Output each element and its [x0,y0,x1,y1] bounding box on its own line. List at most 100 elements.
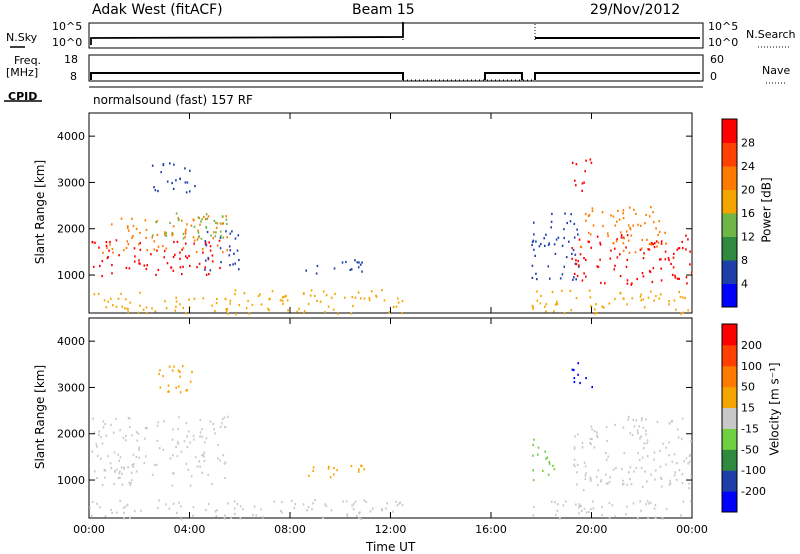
velocity-data-cell [576,471,578,474]
power-colorbar-swatch [722,260,737,284]
velocity-data-cell [646,455,649,458]
velocity-colorbar-tick-label: -100 [741,464,766,477]
power-data-cell [185,312,187,315]
velocity-data-cell [554,501,556,504]
velocity-data-cell [662,442,665,445]
power-colorbar-tick-label: 12 [741,231,755,244]
power-data-cell [608,302,611,305]
power-data-cell [258,294,260,298]
power-data-cell [303,310,306,313]
velocity-data-cell [635,419,638,422]
power-data-cell [193,297,196,300]
nave-label: Nave [762,64,791,77]
velocity-data-cell [629,478,631,481]
power-data-cell [622,217,625,220]
velocity-data-cell [158,372,160,376]
power-data-cell [139,291,141,294]
power-data-cell [196,266,198,269]
freq-trace-2 [484,72,523,80]
velocity-data-cell [573,458,576,461]
velocity-data-cell [162,375,164,378]
power-data-cell [616,256,619,259]
velocity-data-cell [213,428,215,431]
power-data-cell [245,307,248,310]
velocity-data-cell [363,499,366,502]
power-data-cell [561,273,564,276]
velocity-data-cell [621,467,623,470]
power-data-cell [164,300,166,303]
power-data-cell [172,255,175,259]
velocity-data-cell [683,460,685,463]
power-data-cell [126,240,129,243]
velocity-data-cell [91,450,94,453]
power-data-cell [145,236,147,239]
power-data-cell [133,247,136,250]
power-data-cell [587,240,590,243]
power-data-cell [630,234,633,237]
power-data-cell [564,212,566,215]
velocity-data-cell [633,425,636,428]
velocity-data-cell [640,509,642,512]
power-data-cell [197,229,199,232]
power-data-cell [209,245,212,248]
power-data-cell [561,289,563,292]
power-data-cell [591,207,594,210]
power-data-cell [368,299,371,302]
power-data-cell [94,241,96,244]
power-colorbar-tick-label: 16 [741,207,755,220]
velocity-data-cell [640,435,642,438]
velocity-data-cell [584,477,587,480]
power-data-cell [127,243,130,246]
velocity-data-cell [626,505,628,508]
power-data-cell [578,264,580,267]
velocity-data-cell [582,489,585,492]
velocity-data-cell [102,426,105,429]
power-data-cell [184,167,186,170]
power-data-cell [371,290,373,293]
power-data-cell [585,219,587,222]
power-data-cell [547,243,550,246]
power-data-cell [648,248,651,251]
velocity-data-cell [129,483,131,487]
power-data-cell [620,234,623,237]
velocity-data-cell [369,510,372,513]
power-data-cell [226,222,228,225]
power-data-cell [226,308,228,311]
power-data-cell [322,290,325,293]
velocity-colorbar-tick-label: 100 [741,360,762,373]
power-data-cell [101,260,104,263]
power-data-cell [305,269,307,272]
velocity-data-cell [605,473,607,476]
velocity-data-cell [234,512,236,516]
power-data-cell [234,289,237,292]
velocity-data-cell [627,418,629,421]
velocity-data-cell [361,465,363,468]
velocity-data-cell [123,511,125,514]
power-data-cell [686,282,688,285]
power-data-cell [585,258,587,261]
power-data-cell [658,230,661,234]
velocity-data-cell [578,503,581,506]
power-data-cell [212,237,214,240]
power-data-cell [120,292,122,295]
velocity-data-cell [137,432,140,435]
velocity-data-cell [186,446,189,449]
power-data-cell [193,239,196,242]
power-data-cell [125,266,128,269]
velocity-data-cell [532,443,534,446]
power-data-cell [538,245,541,248]
velocity-colorbar-frame [721,323,738,513]
velocity-data-cell [96,477,98,480]
velocity-data-cell [623,452,626,455]
velocity-data-cell [601,514,603,517]
power-data-cell [228,245,231,248]
power-data-cell [575,278,577,281]
power-data-cell [139,304,141,307]
power-data-cell [228,254,231,257]
power-data-cell [388,311,391,314]
power-data-cell [185,255,187,258]
power-data-cell [596,265,598,268]
velocity-data-cell [201,454,203,457]
velocity-data-cell [336,469,338,472]
power-data-cell [535,272,537,275]
